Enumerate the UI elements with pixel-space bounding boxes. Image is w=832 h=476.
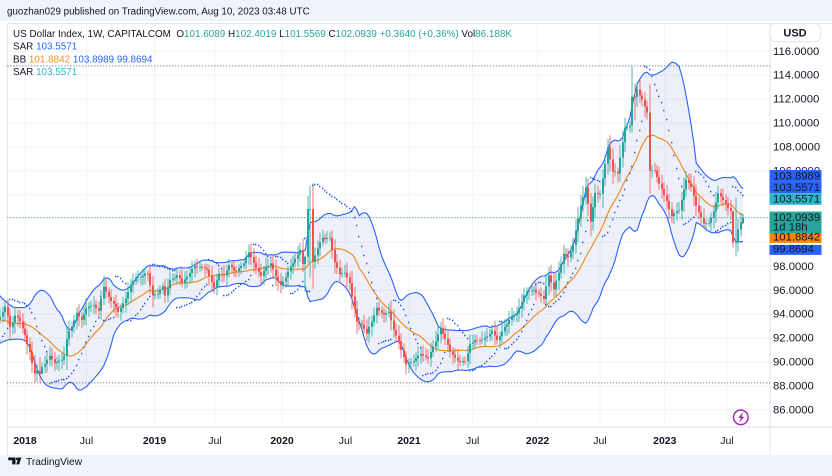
svg-text:2022: 2022 (526, 435, 550, 447)
svg-text:92.0000: 92.0000 (773, 333, 814, 345)
svg-text:Jul: Jul (593, 435, 606, 447)
svg-text:TradingView: TradingView (26, 457, 83, 468)
svg-text:Jul: Jul (720, 435, 733, 447)
svg-text:108.0000: 108.0000 (773, 141, 820, 153)
svg-text:103.5571: 103.5571 (773, 182, 820, 194)
svg-text:116.0000: 116.0000 (773, 46, 819, 58)
svg-text:96.0000: 96.0000 (773, 285, 814, 297)
svg-text:90.0000: 90.0000 (773, 357, 814, 369)
svg-text:Jul: Jul (466, 435, 479, 447)
svg-text:guozhan029 published on Tradin: guozhan029 published on TradingView.com,… (7, 6, 310, 17)
svg-text:2020: 2020 (270, 435, 294, 447)
svg-text:110.0000: 110.0000 (773, 118, 819, 130)
svg-text:94.0000: 94.0000 (773, 309, 814, 321)
svg-text:SAR 103.5571: SAR 103.5571 (13, 67, 78, 78)
svg-text:2023: 2023 (653, 435, 677, 447)
svg-text:114.0000: 114.0000 (773, 70, 819, 82)
svg-text:USD: USD (783, 27, 806, 39)
svg-text:88.0000: 88.0000 (773, 380, 814, 392)
svg-text:BB 101.8842 103.8989 99.8694: BB 101.8842 103.8989 99.8694 (13, 54, 153, 65)
svg-text:103.5571: 103.5571 (773, 193, 820, 205)
svg-text:2018: 2018 (13, 435, 37, 447)
svg-text:112.0000: 112.0000 (773, 94, 819, 106)
svg-text:101.8842: 101.8842 (773, 232, 820, 244)
svg-text:1d 18h: 1d 18h (773, 222, 808, 234)
svg-text:Jul: Jul (339, 435, 352, 447)
svg-text:Jul: Jul (208, 435, 221, 447)
svg-text:102.0939: 102.0939 (773, 212, 820, 224)
svg-text:2021: 2021 (397, 435, 421, 447)
svg-text:Jul: Jul (80, 435, 93, 447)
svg-text:86.0000: 86.0000 (773, 404, 814, 416)
svg-text:98.0000: 98.0000 (773, 261, 814, 273)
svg-text:99.8694: 99.8694 (773, 244, 814, 256)
svg-text:SAR 103.5571: SAR 103.5571 (13, 42, 78, 53)
svg-text:2019: 2019 (143, 435, 167, 447)
svg-text:US Dollar Index, 1W, CAPITALCO: US Dollar Index, 1W, CAPITALCOM O101.608… (13, 29, 512, 40)
svg-text:103.8989: 103.8989 (773, 170, 820, 182)
